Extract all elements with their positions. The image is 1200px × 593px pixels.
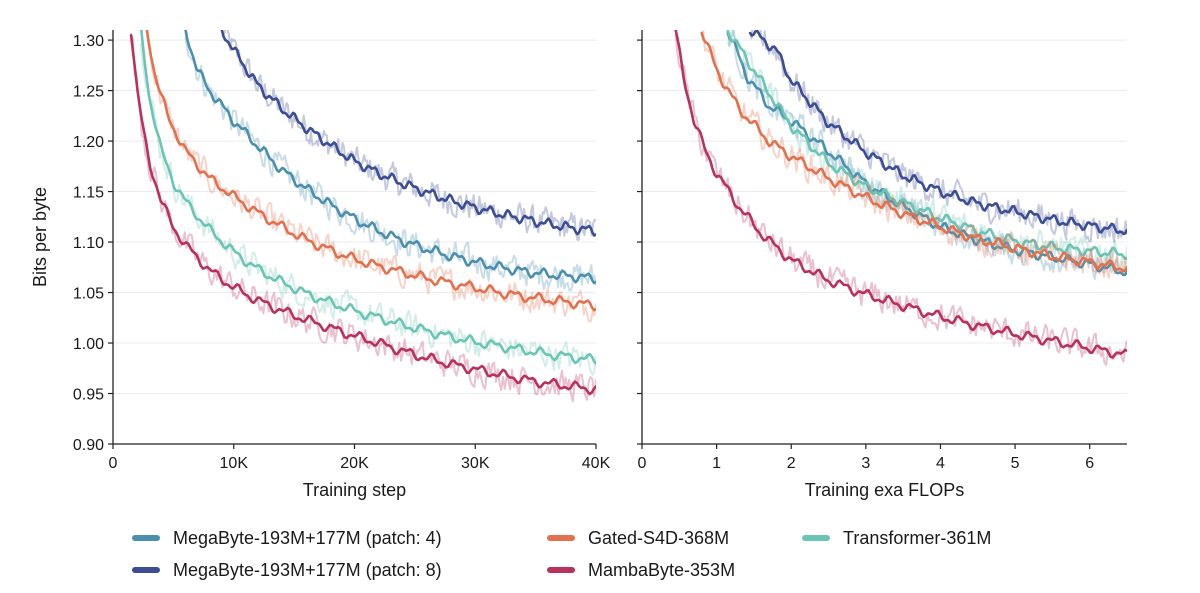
y-tick-label: 1.30 [73,33,104,50]
series-line-mb4 [184,30,596,285]
series-line-s4d [145,30,596,312]
panel-data [129,30,596,403]
series-line-mamba [674,30,1127,359]
series-line-tr [726,30,1127,261]
legend-item-mamba: MambaByte-353M [547,560,735,580]
legend-item-mb4: MegaByte-193M+177M (patch: 4) [132,528,442,548]
panel-data [674,30,1127,366]
x-tick-label: 2 [787,455,796,472]
x-tick-label: 0 [638,455,647,472]
legend-label: MambaByte-353M [588,560,735,580]
x-tick-label: 4 [936,455,945,472]
series-raw-s4d [146,30,596,323]
y-tick-label: 1.15 [73,185,104,202]
x-tick-label: 0 [109,455,118,472]
x-axis-label: Training step [303,480,406,500]
x-tick-label: 5 [1011,455,1020,472]
legend: MegaByte-193M+177M (patch: 4) Gated-S4D-3… [132,528,991,580]
x-tick-label: 40K [582,455,611,472]
y-tick-label: 1.05 [73,286,104,303]
series-raw-tr [726,30,1127,271]
y-tick-label: 1.20 [73,134,104,151]
legend-item-mb8: MegaByte-193M+177M (patch: 8) [132,560,442,580]
x-tick-label: 3 [861,455,870,472]
series-raw-mb8 [221,30,596,241]
y-axis-label: Bits per byte [30,187,50,287]
y-tick-label: 0.95 [73,387,104,404]
legend-item-tr: Transformer-361M [802,528,991,548]
y-tick-label: 1.25 [73,84,104,101]
x-axis-label: Training exa FLOPs [805,480,964,500]
x-tick-label: 30K [461,455,490,472]
series-line-s4d [700,31,1127,273]
legend-label: MegaByte-193M+177M (patch: 4) [173,528,442,548]
series-line-mamba [129,33,596,396]
legend-item-s4d: Gated-S4D-368M [547,528,729,548]
series-line-mb8 [220,30,596,237]
x-tick-label: 10K [220,455,249,472]
series-line-mb4 [726,31,1127,277]
legend-label: Transformer-361M [843,528,991,548]
x-tick-label: 6 [1085,455,1094,472]
legend-label: MegaByte-193M+177M (patch: 8) [173,560,442,580]
panel-1: 0.90 0.95 1.00 1.05 1.10 1.15 1.20 1.25 1.30 0 10K… [30,30,611,500]
legend-label: Gated-S4D-368M [588,528,729,548]
series-raw-mamba [130,32,596,403]
series-line-tr [140,30,596,365]
y-tick-label: 1.00 [73,336,104,353]
y-tick-label: 1.10 [73,235,104,252]
x-tick-label: 1 [712,455,721,472]
x-tick-label: 20K [340,455,369,472]
panel-2: 0 1 2 3 4 5 6 Training exa FLOPs [637,30,1127,500]
series-raw-mb8 [749,30,1127,243]
y-tick-label: 0.90 [73,437,104,454]
series-line-mb8 [748,30,1127,236]
